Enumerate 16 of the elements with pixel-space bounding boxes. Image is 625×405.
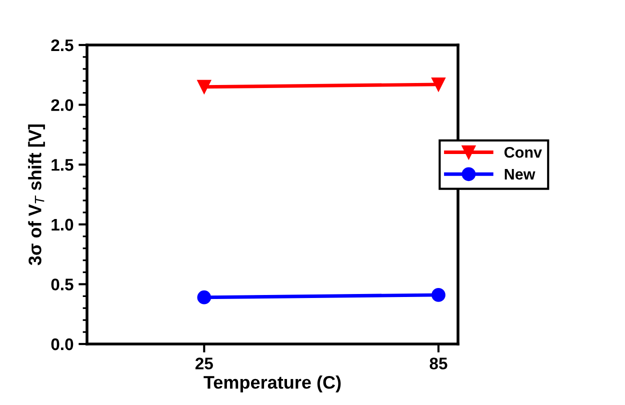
point [197, 80, 212, 94]
y-tick-label: 2.0 [51, 99, 74, 112]
y-tick-label: 1.5 [52, 159, 74, 171]
y-tick-label: 0.5 [51, 278, 74, 290]
y-tick-label: 0.0 [51, 338, 74, 350]
point [197, 290, 212, 304]
y-tick-label: 2.5 [51, 39, 74, 52]
legend-label: New [504, 168, 536, 180]
point [432, 288, 446, 302]
legend-label: Conv [504, 146, 542, 158]
x-axis-title: Temperature (C) [204, 376, 341, 392]
x-tick-label: 85 [430, 358, 448, 370]
point [432, 78, 446, 92]
y-tick-label: 1.0 [52, 218, 74, 231]
x-tick-label: 25 [195, 358, 213, 370]
y-axis-title: 3σ of V$_{T}$ shift [V] [28, 124, 45, 266]
